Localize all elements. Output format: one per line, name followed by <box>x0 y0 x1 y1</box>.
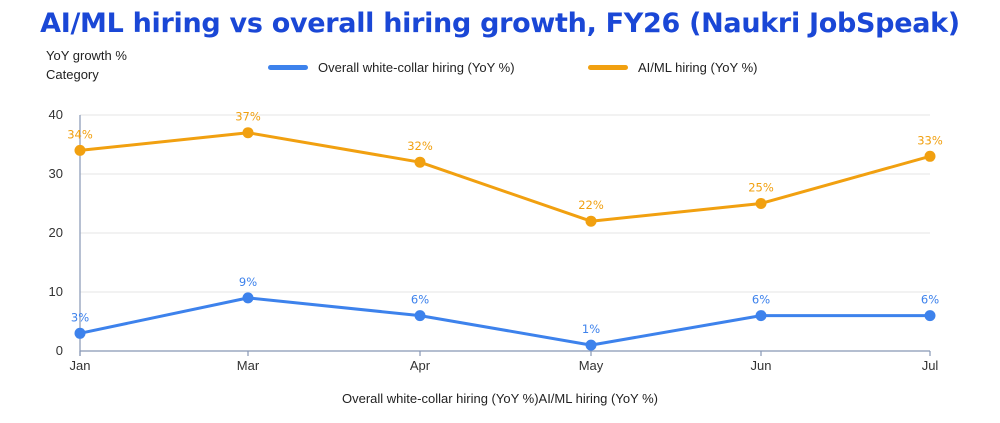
y-axis-label-line-2: Category <box>46 67 99 82</box>
data-label-overall-hiring-may: 1% <box>582 322 600 336</box>
data-label-overall-hiring-jun: 6% <box>752 293 770 307</box>
data-point-aiml-hiring-jul <box>924 150 936 162</box>
series-line-overall-hiring <box>79 296 930 347</box>
y-axis-label-line-1: YoY growth % <box>46 48 127 63</box>
y-tick-label-10: 10 <box>49 284 63 299</box>
legend-swatch-overall-hiring <box>268 65 308 70</box>
data-point-overall-hiring-may <box>585 339 597 351</box>
y-tick-label-20: 20 <box>49 225 63 240</box>
data-point-overall-hiring-apr <box>414 310 426 322</box>
x-tick-label-jan: Jan <box>70 358 91 373</box>
data-label-overall-hiring-jan: 3% <box>71 310 89 324</box>
legend-label-aiml-hiring: AI/ML hiring (YoY %) <box>638 60 758 75</box>
data-point-aiml-hiring-jun <box>755 198 767 209</box>
data-point-aiml-hiring-may <box>585 215 597 227</box>
data-point-aiml-hiring-mar <box>242 127 254 139</box>
data-label-aiml-hiring-jun: 25% <box>748 181 774 195</box>
x-axis-label: Overall white-collar hiring (YoY %)AI/ML… <box>342 391 658 406</box>
y-tick-label-40: 40 <box>49 107 63 122</box>
series-line-aiml-hiring <box>79 131 931 223</box>
data-label-aiml-hiring-jul: 33% <box>917 133 943 147</box>
data-label-aiml-hiring-apr: 32% <box>407 139 433 153</box>
legend-label-overall-hiring: Overall white-collar hiring (YoY %) <box>318 60 515 75</box>
y-tick-label-0: 0 <box>56 343 63 358</box>
data-label-aiml-hiring-mar: 37% <box>235 110 261 124</box>
data-point-overall-hiring-jul <box>924 310 936 322</box>
data-point-aiml-hiring-apr <box>414 156 426 168</box>
chart-title: AI/ML hiring vs overall hiring growth, F… <box>40 8 960 39</box>
data-label-overall-hiring-apr: 6% <box>411 293 429 307</box>
legend-item-overall-hiring[interactable]: Overall white-collar hiring (YoY %) <box>268 60 515 75</box>
data-point-overall-hiring-jun <box>755 310 767 322</box>
data-point-aiml-hiring-jan <box>74 144 86 156</box>
x-tick-label-may: May <box>579 358 604 373</box>
x-tick-label-jun: Jun <box>751 358 772 373</box>
data-point-overall-hiring-jan <box>74 327 86 339</box>
legend-item-aiml-hiring[interactable]: AI/ML hiring (YoY %) <box>588 60 757 75</box>
y-tick-label-30: 30 <box>49 166 63 181</box>
x-tick-label-jul: Jul <box>922 358 939 373</box>
data-label-overall-hiring-jul: 6% <box>921 293 939 307</box>
data-label-aiml-hiring-may: 22% <box>578 198 604 212</box>
data-label-aiml-hiring-jan: 34% <box>67 127 93 141</box>
x-tick-label-apr: Apr <box>410 358 431 373</box>
data-point-overall-hiring-mar <box>242 292 254 304</box>
legend-swatch-aiml-hiring <box>588 65 628 70</box>
x-tick-label-mar: Mar <box>237 358 260 373</box>
data-label-overall-hiring-mar: 9% <box>239 275 257 289</box>
